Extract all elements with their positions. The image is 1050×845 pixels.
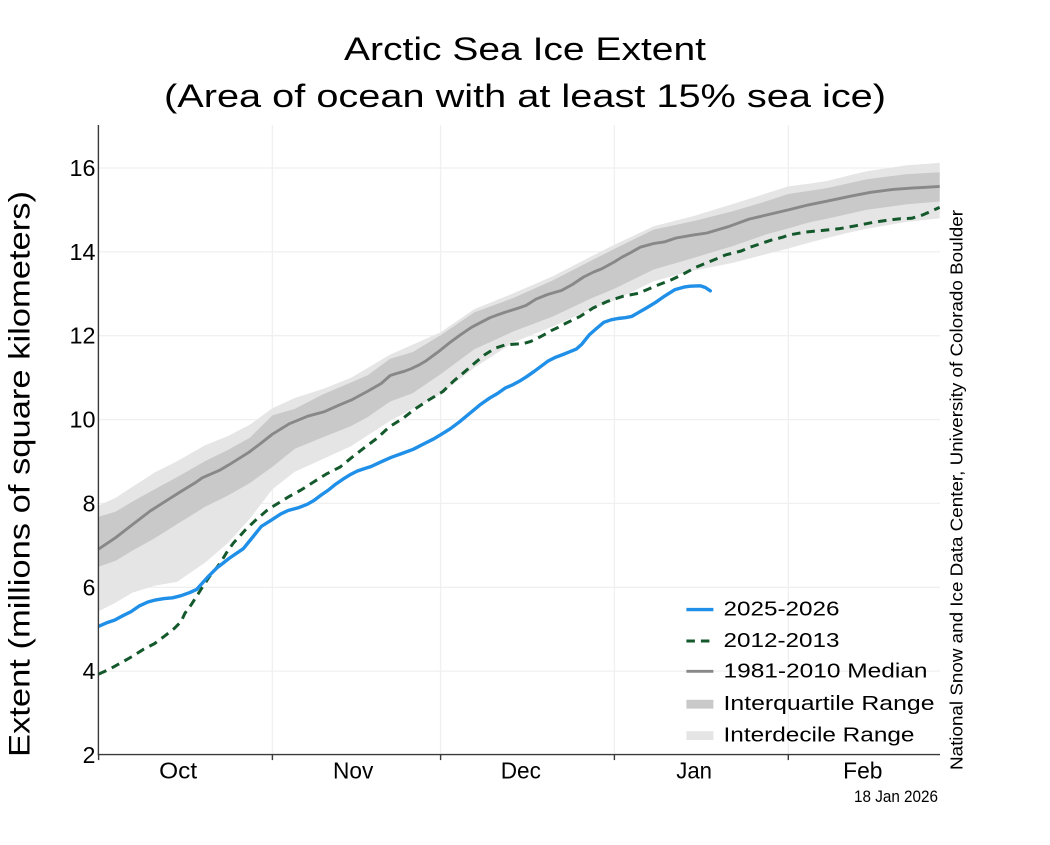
svg-text:Dec: Dec — [501, 758, 541, 784]
svg-text:Feb: Feb — [843, 758, 882, 784]
svg-text:Jan: Jan — [676, 758, 712, 784]
svg-text:(Area of ocean with at least 1: (Area of ocean with at least 15% sea ice… — [164, 78, 886, 114]
svg-text:14: 14 — [70, 239, 96, 265]
svg-text:1981-2010 Median: 1981-2010 Median — [724, 660, 928, 682]
svg-text:2012-2013: 2012-2013 — [724, 630, 840, 652]
svg-text:10: 10 — [70, 407, 96, 433]
svg-text:8: 8 — [83, 490, 96, 516]
svg-text:16: 16 — [70, 155, 96, 181]
svg-text:2025-2026: 2025-2026 — [724, 599, 840, 621]
svg-text:12: 12 — [70, 323, 96, 349]
svg-text:18 Jan 2026: 18 Jan 2026 — [854, 787, 938, 806]
svg-text:6: 6 — [83, 574, 96, 600]
svg-text:Nov: Nov — [333, 758, 374, 784]
svg-text:Interdecile Range: Interdecile Range — [724, 725, 915, 747]
svg-text:Interquartile Range: Interquartile Range — [724, 693, 935, 715]
svg-text:2: 2 — [83, 742, 96, 768]
svg-text:National Snow and Ice Data Cen: National Snow and Ice Data Center, Unive… — [947, 210, 967, 770]
svg-text:Arctic Sea Ice Extent: Arctic Sea Ice Extent — [344, 31, 706, 67]
svg-text:4: 4 — [83, 658, 96, 684]
svg-text:Extent (millions of square kil: Extent (millions of square kilometers) — [4, 191, 37, 757]
svg-text:Oct: Oct — [159, 758, 198, 784]
